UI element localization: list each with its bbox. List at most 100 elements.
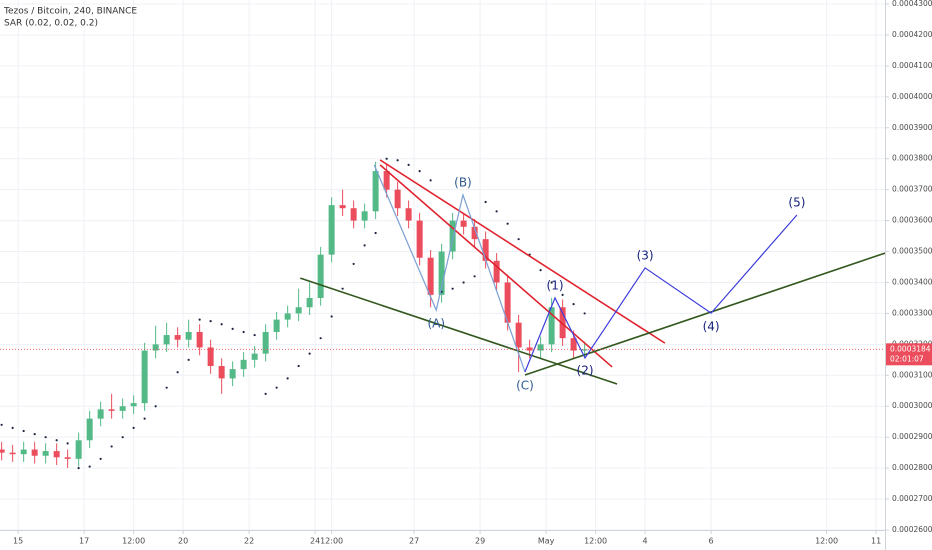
candle-body: [42, 451, 49, 456]
candle-body: [0, 449, 5, 453]
sar-dot: [143, 417, 146, 420]
candle-body: [207, 347, 214, 367]
candle-body: [339, 205, 346, 209]
wave-label: (2): [577, 363, 594, 377]
y-tick-label: 0.0004100: [892, 61, 932, 70]
candle-body: [295, 307, 302, 314]
sar-dot: [484, 200, 487, 204]
sar-dot: [451, 287, 454, 290]
sar-dot: [77, 467, 80, 470]
wave-label: (C): [516, 378, 534, 392]
y-tick-label: 0.0003800: [892, 154, 932, 163]
indicator-legend: SAR (0.02, 0.02, 0.2): [4, 19, 98, 29]
y-tick-label: 0.0004000: [892, 92, 932, 101]
candle-body: [350, 208, 357, 221]
candle-body: [537, 344, 544, 351]
sar-dot: [572, 303, 575, 306]
sar-dot: [550, 281, 553, 284]
y-tick-label: 0.0003600: [892, 216, 932, 225]
sar-dot: [22, 429, 25, 433]
wave-label: (B): [454, 175, 472, 189]
y-tick-label: 0.0004200: [892, 30, 932, 39]
sar-dot: [308, 352, 311, 355]
candle-body: [64, 457, 71, 459]
y-tick-label: 0.0002700: [892, 494, 932, 503]
sar-dot: [55, 439, 58, 442]
y-tick-label: 0.0003000: [892, 401, 932, 410]
candle-body: [361, 211, 368, 221]
x-tick-label: 12:00: [320, 537, 343, 546]
sar-dot: [495, 210, 498, 213]
candle-body: [559, 307, 566, 339]
sar-dot: [363, 244, 366, 247]
x-tick-label: 17: [79, 537, 89, 546]
sar-dot: [583, 312, 586, 315]
candle-body: [108, 409, 115, 411]
candle-body: [163, 335, 170, 345]
candle-body: [570, 338, 577, 351]
candle-body: [75, 440, 82, 459]
candle-body: [438, 251, 445, 295]
wave-path: [524, 214, 798, 373]
candle-body: [383, 171, 390, 190]
y-tick-label: 0.0003900: [892, 123, 932, 132]
wave-label: (3): [637, 248, 654, 262]
trend-line: [524, 252, 886, 376]
trend-line: [300, 277, 618, 385]
candle-body: [218, 366, 225, 379]
x-tick-label: 4: [643, 537, 648, 546]
sar-dot: [319, 337, 322, 340]
axes: 0.0002600 0.0002700 0.0002800 0.0002900 0.00…: [13, 0, 932, 546]
candle-body: [20, 449, 27, 455]
sar-dot: [0, 423, 3, 426]
x-tick-label: 24: [310, 537, 320, 546]
sar-dot: [396, 159, 399, 162]
candle-body: [240, 359, 247, 370]
y-tick-label: 0.0003700: [892, 185, 932, 194]
x-tick-label: 12:00: [584, 537, 607, 546]
candle-body: [548, 307, 555, 345]
last-price-label: 0.0003184: [890, 344, 931, 353]
y-tick-label: 0.0002600: [892, 525, 932, 534]
x-tick-label: 15: [13, 537, 23, 546]
sar-dot: [517, 238, 520, 241]
plot: (A) (B) (C) (1) (2) (3) (4) (5): [0, 157, 886, 470]
x-tick-label: 12:00: [122, 537, 145, 546]
sar-dot: [198, 318, 201, 321]
candle-body: [31, 449, 38, 456]
trend-line: [379, 164, 613, 368]
candle-body: [405, 208, 412, 221]
candle-body: [152, 344, 159, 351]
sar-dot: [242, 330, 245, 334]
candle-body: [174, 335, 181, 340]
y-tick-label: 0.0002800: [892, 463, 932, 472]
sar-dot: [209, 320, 212, 323]
x-tick-label: 11: [871, 537, 881, 546]
sar-dot: [506, 222, 509, 225]
x-tick-label: May: [538, 537, 555, 546]
candle-body: [449, 220, 456, 252]
sar-dot: [352, 262, 355, 266]
candle-body: [130, 403, 137, 407]
candle-body: [416, 220, 423, 258]
sar-dot: [253, 333, 256, 337]
sar-dot: [264, 392, 267, 395]
sar-dot: [341, 287, 344, 290]
sar-dot: [374, 231, 377, 235]
candle-body: [372, 171, 379, 212]
x-tick-label: 22: [244, 537, 254, 546]
last-price-box: [886, 343, 932, 366]
sar-dot: [154, 405, 157, 408]
candle-body: [493, 260, 500, 283]
sar-dot: [11, 426, 14, 429]
candle-body: [229, 369, 236, 379]
sar-dot: [429, 179, 432, 182]
sar-dot: [121, 436, 124, 439]
candle-body: [317, 254, 324, 298]
sar-dot: [473, 275, 476, 278]
candle-body: [427, 257, 434, 295]
x-tick-label: 29: [475, 537, 485, 546]
sar-dot: [33, 432, 36, 436]
